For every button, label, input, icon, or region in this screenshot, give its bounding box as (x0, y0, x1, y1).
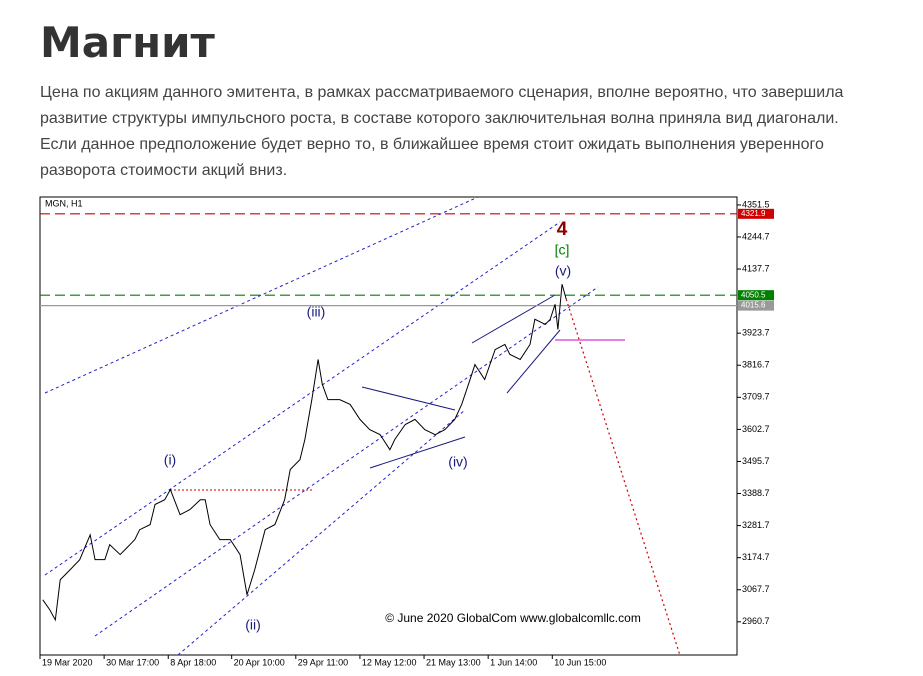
wave-label: (ii) (245, 617, 261, 633)
channel-lines (44, 196, 599, 656)
y-tick-label: 4137.7 (742, 263, 770, 273)
price-line (565, 299, 681, 656)
page-title: Магнит (40, 18, 215, 67)
description: Цена по акциям данного эмитента, в рамка… (40, 84, 844, 179)
wedge-line (506, 329, 561, 394)
level-tag (738, 208, 774, 219)
wave-label: (iv) (448, 454, 467, 470)
wedge-line (369, 436, 466, 469)
y-tick-label: 3067.7 (742, 584, 770, 594)
copyright: © June 2020 GlobalCom www.globalcomllc.c… (385, 611, 641, 625)
wave-label: (iii) (307, 304, 326, 320)
y-tick-label: 2960.7 (742, 616, 770, 626)
level-label: 4015.6 (741, 301, 766, 310)
y-tick-label: 3923.7 (742, 328, 770, 338)
channel-line (44, 221, 561, 576)
plot-frame (39, 196, 738, 656)
chart-symbol: MGN, H1 (45, 198, 83, 208)
wave-label: 4 (557, 219, 568, 240)
wedge-line (471, 294, 556, 344)
y-tick-label: 3816.7 (742, 360, 770, 370)
price-line (42, 284, 567, 622)
level-tag (738, 290, 774, 301)
y-tick-label: 3495.7 (742, 456, 770, 466)
y-tick-label: 3602.7 (742, 424, 770, 434)
x-tick-label: 10 Jun 15:00 (554, 657, 606, 667)
x-tick-label: 8 Apr 18:00 (170, 657, 216, 667)
x-tick-label: 29 Apr 11:00 (298, 657, 348, 667)
wave-label: (i) (164, 452, 176, 468)
channel-line (44, 196, 479, 394)
channel-line (177, 409, 466, 656)
level-label: 4321.9 (741, 209, 766, 218)
x-tick-label: 19 Mar 2020 (42, 657, 93, 667)
level-label: 4050.5 (741, 290, 766, 299)
y-tick-label: 3388.7 (742, 488, 770, 498)
y-tick-label: 4351.5 (742, 199, 770, 209)
wedge-line (361, 386, 456, 411)
y-tick-label: 4244.7 (742, 231, 770, 241)
x-tick-label: 1 Jun 14:00 (490, 657, 537, 667)
y-tick-label: 3709.7 (742, 392, 770, 402)
x-tick-label: 12 May 12:00 (362, 657, 417, 667)
x-tick-label: 20 Apr 10:00 (234, 657, 285, 667)
x-tick-label: 30 Mar 17:00 (106, 657, 159, 667)
x-tick-label: 21 May 13:00 (426, 657, 481, 667)
wedge-lines (361, 294, 561, 469)
level-tag (738, 300, 774, 311)
wave-label: (v) (555, 263, 571, 279)
y-tick-label: 3281.7 (742, 520, 770, 530)
wave-label: [c] (555, 242, 570, 258)
y-tick-label: 3174.7 (742, 552, 770, 562)
channel-line (94, 286, 599, 637)
